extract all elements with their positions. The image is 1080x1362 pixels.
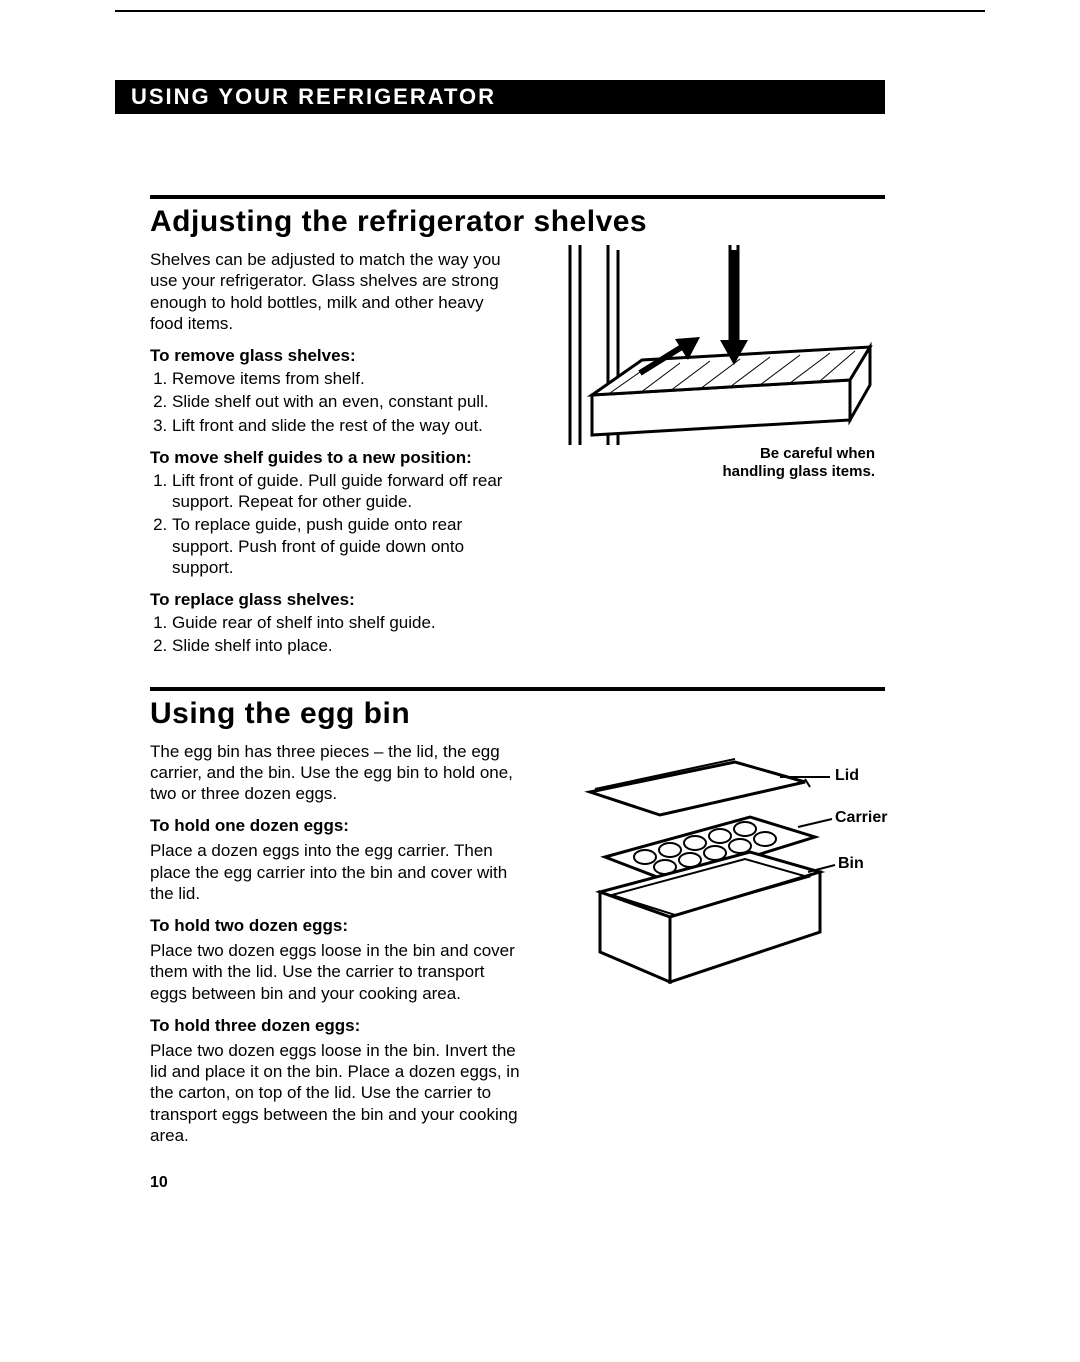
heading-egg-bin: Using the egg bin bbox=[150, 697, 885, 731]
top-divider bbox=[115, 10, 985, 12]
body-three-dozen: Place two dozen eggs loose in the bin. I… bbox=[150, 1040, 520, 1146]
page-content: Adjusting the refrigerator shelves Shelv… bbox=[150, 195, 885, 1150]
list-item: Remove items from shelf. bbox=[172, 368, 520, 389]
egg-bin-illustration bbox=[550, 737, 880, 1017]
list-replace: Guide rear of shelf into shelf guide. Sl… bbox=[150, 612, 520, 657]
list-move-guides: Lift front of guide. Pull guide forward … bbox=[150, 470, 520, 578]
subhead-move-guides: To move shelf guides to a new position: bbox=[150, 448, 520, 468]
list-remove: Remove items from shelf. Slide shelf out… bbox=[150, 368, 520, 436]
subhead-one-dozen: To hold one dozen eggs: bbox=[150, 816, 520, 836]
manual-page: USING YOUR REFRIGERATOR Adjusting the re… bbox=[0, 0, 1080, 1362]
subhead-two-dozen: To hold two dozen eggs: bbox=[150, 916, 520, 936]
heading-rule bbox=[150, 687, 885, 691]
label-bin: Bin bbox=[838, 855, 864, 873]
list-item: Slide shelf into place. bbox=[172, 635, 520, 656]
section-banner-text: USING YOUR REFRIGERATOR bbox=[131, 84, 496, 110]
list-item: To replace guide, push guide onto rear s… bbox=[172, 514, 520, 578]
label-carrier: Carrier bbox=[835, 809, 887, 827]
two-column-layout: The egg bin has three pieces – the lid, … bbox=[150, 737, 885, 1151]
page-number: 10 bbox=[150, 1174, 168, 1192]
body-two-dozen: Place two dozen eggs loose in the bin an… bbox=[150, 940, 520, 1004]
list-item: Lift front and slide the rest of the way… bbox=[172, 415, 520, 436]
list-item: Lift front of guide. Pull guide forward … bbox=[172, 470, 520, 513]
list-item: Slide shelf out with an even, constant p… bbox=[172, 391, 520, 412]
illustration-column: Be careful when handling glass items. bbox=[550, 245, 885, 661]
section-banner: USING YOUR REFRIGERATOR bbox=[115, 80, 885, 114]
body-one-dozen: Place a dozen eggs into the egg carrier.… bbox=[150, 840, 520, 904]
caption-line1: Be careful when bbox=[760, 445, 875, 462]
shelf-illustration bbox=[550, 245, 880, 475]
text-column: The egg bin has three pieces – the lid, … bbox=[150, 737, 520, 1151]
heading-adjusting: Adjusting the refrigerator shelves bbox=[150, 205, 885, 239]
illustration-caption: Be careful when handling glass items. bbox=[550, 445, 885, 481]
text-column: Shelves can be adjusted to match the way… bbox=[150, 245, 520, 661]
intro-text: Shelves can be adjusted to match the way… bbox=[150, 249, 520, 334]
section-egg-bin: Using the egg bin The egg bin has three … bbox=[150, 687, 885, 1151]
label-lid: Lid bbox=[835, 767, 859, 785]
section-adjusting-shelves: Adjusting the refrigerator shelves Shelv… bbox=[150, 195, 885, 661]
caption-line2: handling glass items. bbox=[722, 463, 875, 480]
subhead-remove: To remove glass shelves: bbox=[150, 346, 520, 366]
heading-rule bbox=[150, 195, 885, 199]
list-item: Guide rear of shelf into shelf guide. bbox=[172, 612, 520, 633]
illustration-column: Lid Carrier Bin bbox=[550, 737, 885, 1151]
subhead-three-dozen: To hold three dozen eggs: bbox=[150, 1016, 520, 1036]
intro-text: The egg bin has three pieces – the lid, … bbox=[150, 741, 520, 805]
subhead-replace: To replace glass shelves: bbox=[150, 590, 520, 610]
two-column-layout: Shelves can be adjusted to match the way… bbox=[150, 245, 885, 661]
